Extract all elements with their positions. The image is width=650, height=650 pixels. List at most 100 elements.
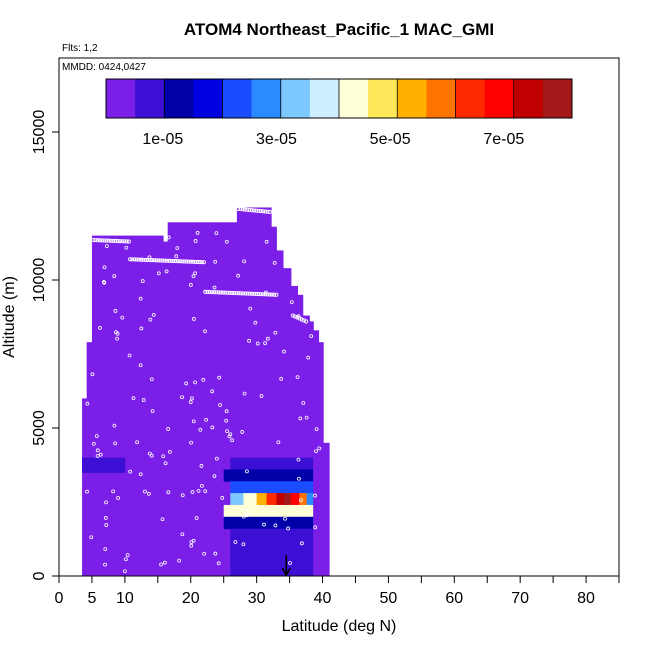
flight-point [115,331,120,336]
flight-point [248,306,253,311]
flight-point [149,258,154,263]
flight-point [188,259,193,264]
flight-point [158,258,163,263]
flight-point [146,491,151,496]
y-tick-label: 0 [31,571,48,580]
flight-point [224,409,229,414]
heatmap-cell [223,504,314,518]
flight-point [296,457,301,462]
flight-point [263,341,267,346]
flight-point [191,274,196,279]
colorbar-swatch [135,79,165,118]
flight-point [127,353,132,358]
flight-point [103,562,107,567]
flight-point [254,291,259,297]
flight-point [196,488,201,493]
flight-point [299,541,304,546]
flight-point [229,290,234,296]
flight-point [212,285,217,290]
flight-point [212,474,217,479]
plot-data [82,207,330,577]
flight-point [104,500,108,505]
flight-point [149,377,154,382]
flight-point [143,489,147,494]
x-axis-title: Latitude (deg N) [282,618,397,635]
flight-point [238,207,243,212]
flight-point [210,389,215,394]
flight-point [195,259,200,265]
heatmap-cell [243,493,258,506]
heatmap-column [318,342,324,576]
flight-point [245,513,249,518]
flight-point [139,326,144,331]
flight-point [249,291,255,296]
flight-point [126,239,131,244]
flight-point [213,259,218,264]
flight-point [245,291,250,296]
flight-point [151,258,157,263]
y-axis: 0 5000 10000 15000 [31,110,59,580]
flight-point [198,427,203,432]
flight-point [230,438,234,443]
flight-point [253,320,258,325]
flight-point [189,543,194,548]
flight-point [243,291,248,296]
flight-point [180,259,185,264]
heatmap-column [163,241,169,576]
flight-point [162,258,167,263]
flight-point [104,238,109,243]
flight-point [149,453,154,458]
flight-point [217,375,222,380]
flight-point [249,208,254,213]
flight-point [132,257,137,262]
flight-point [242,391,247,396]
flight-point [115,239,120,244]
flight-point [298,498,303,503]
heatmap-column [313,330,320,576]
flight-point [184,259,189,264]
flight-point [236,206,241,212]
flight-point [313,525,318,530]
colorbar-swatch [397,79,427,118]
heatmap-cell [82,457,93,473]
flight-point [232,290,237,296]
flight-point [297,316,302,321]
flight-point [115,336,119,341]
flight-point [233,540,238,544]
flight-point [314,427,319,432]
flight-point [199,260,204,265]
flight-point [112,423,117,428]
flight-point [192,317,196,321]
flight-point [227,434,232,439]
flight-point [304,319,309,324]
flight-point [201,377,206,382]
flight-point [171,258,176,264]
flight-point [164,269,169,274]
flight-track [85,206,322,577]
flight-point [205,289,210,294]
flight-point [175,246,180,251]
flight-point [180,532,185,537]
flight-point [265,336,270,341]
flight-point [125,553,130,558]
colorbar-tick-label: 1e-05 [142,131,183,148]
flight-point [293,314,298,319]
flight-point [228,432,233,437]
flight-point [111,489,116,494]
flight-point [138,257,144,262]
colorbar-swatch [426,79,456,118]
colorbar-swatch [339,79,369,118]
flight-point [218,403,223,407]
flight-point [283,516,287,521]
x-tick-label: 70 [511,590,529,607]
flight-point [276,440,281,445]
flight-point [106,238,111,243]
flight-point [203,329,207,334]
flight-point [193,380,197,385]
flight-point [317,446,322,451]
colorbar-swatch [309,79,340,118]
flight-point [269,292,275,297]
flight-point [197,260,202,265]
flight-point [160,517,165,522]
y-tick-label: 5000 [31,410,48,446]
